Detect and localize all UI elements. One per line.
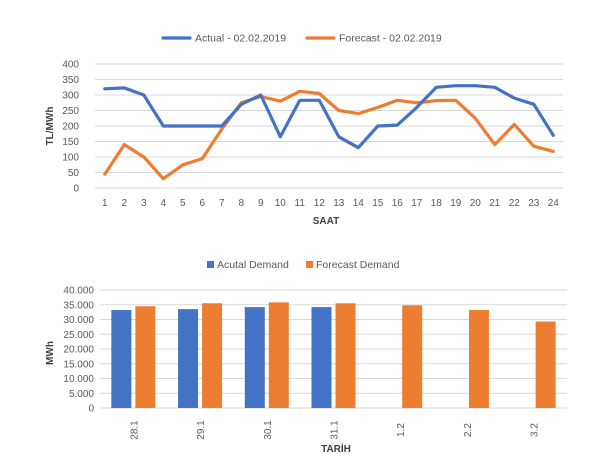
series-line-actual <box>103 84 555 150</box>
y-axis-title: TL/MWh <box>45 107 56 146</box>
x-tick-label: 1.2 <box>396 423 407 437</box>
x-tick-label: 8 <box>238 198 244 209</box>
x-tick-label: 15 <box>372 198 384 209</box>
x-tick-label: 2.2 <box>463 423 474 437</box>
x-tick-labels: 28.1 29.1 30.1 31.1 1.2 2.2 3.2 <box>129 420 540 440</box>
x-tick-label: 17 <box>411 198 423 209</box>
y-tick-labels: 0 5.000 10.000 15.000 20.000 25.000 30.000 35.0… <box>63 286 94 415</box>
x-tick-label: 14 <box>353 198 365 209</box>
x-tick-label: 20 <box>470 198 482 209</box>
y-tick-label: 400 <box>62 60 79 71</box>
bar-actual <box>111 310 132 408</box>
bar-actual <box>244 307 265 408</box>
x-tick-label: 18 <box>431 198 443 209</box>
y-tick-label: 350 <box>62 75 79 86</box>
bar-chart-svg: Acutal Demand Forecast Demand 0 5.000 10.00… <box>45 259 567 455</box>
x-tick-label: 1 <box>102 198 108 209</box>
legend-label: Acutal Demand <box>217 259 289 271</box>
y-tick-label: 15.000 <box>63 359 94 370</box>
bar-forecast <box>402 305 423 408</box>
x-tick-label: 7 <box>219 198 225 209</box>
bar-actual <box>178 309 199 408</box>
series-line-forecast <box>103 89 555 181</box>
bar-forecast <box>202 303 223 408</box>
line-chart-prices: Actual - 02.02.2019 Forecast - 02.02.2019… <box>45 33 563 227</box>
x-tick-label: 10 <box>275 198 287 209</box>
gridlines <box>100 289 567 409</box>
series-lines <box>103 84 555 181</box>
x-tick-label: 22 <box>509 198 521 209</box>
y-tick-label: 150 <box>62 137 79 148</box>
legend-swatch <box>306 261 313 268</box>
x-tick-label: 28.1 <box>129 420 140 440</box>
y-tick-label: 0 <box>88 404 94 415</box>
y-tick-label: 250 <box>62 106 79 117</box>
y-tick-label: 300 <box>62 91 79 102</box>
x-tick-label: 16 <box>392 198 404 209</box>
x-tick-label: 5 <box>180 198 186 209</box>
x-tick-label: 11 <box>295 198 306 209</box>
x-tick-labels: 1 2 3 4 5 6 7 8 9 10 11 12 13 14 15 16 17 18 19 20 21 22 23 24 <box>102 198 559 209</box>
y-tick-label: 20.000 <box>63 345 94 356</box>
y-tick-label: 30.000 <box>63 315 94 326</box>
y-tick-label: 25.000 <box>63 330 94 341</box>
x-axis-title: SAAT <box>313 216 339 227</box>
bar-forecast <box>535 321 556 408</box>
bar-forecast <box>335 303 356 408</box>
x-tick-label: 24 <box>548 198 560 209</box>
legend-swatch <box>207 261 214 268</box>
x-axis-title: TARİH <box>321 442 351 455</box>
legend-label: Actual - 02.02.2019 <box>195 33 286 45</box>
x-tick-label: 21 <box>489 198 501 209</box>
y-tick-label: 35.000 <box>63 300 94 311</box>
y-axis-title: MWh <box>45 341 56 365</box>
x-tick-label: 9 <box>258 198 264 209</box>
x-tick-label: 2 <box>121 198 127 209</box>
legend-label: Forecast - 02.02.2019 <box>339 33 442 45</box>
x-tick-label: 29.1 <box>196 420 207 440</box>
y-tick-labels: 0 50 100 150 200 250 300 350 400 <box>62 60 79 195</box>
bar-chart-demand: Acutal Demand Forecast Demand 0 5.000 10.00… <box>0 236 611 466</box>
y-tick-label: 100 <box>62 153 79 164</box>
bars <box>111 302 556 408</box>
legend: Acutal Demand Forecast Demand <box>207 259 400 271</box>
x-tick-label: 19 <box>450 198 462 209</box>
x-tick-label: 30.1 <box>263 420 274 440</box>
bar-forecast <box>135 306 156 408</box>
x-tick-label: 23 <box>528 198 540 209</box>
bar-forecast <box>468 310 489 408</box>
x-tick-label: 4 <box>160 198 166 209</box>
y-tick-label: 10.000 <box>63 374 94 385</box>
line-chart-svg: Actual - 02.02.2019 Forecast - 02.02.2019… <box>45 33 563 227</box>
bar-actual <box>311 307 332 408</box>
y-tick-label: 0 <box>73 184 79 195</box>
x-tick-label: 3.2 <box>530 423 541 437</box>
y-tick-label: 200 <box>62 122 79 133</box>
y-tick-label: 50 <box>68 168 80 179</box>
legend-label: Forecast Demand <box>316 259 400 271</box>
x-tick-label: 13 <box>333 198 345 209</box>
legend: Actual - 02.02.2019 Forecast - 02.02.2019 <box>161 33 442 45</box>
x-tick-label: 3 <box>141 198 147 209</box>
bar-forecast <box>268 302 289 408</box>
y-tick-label: 40.000 <box>63 286 94 297</box>
x-tick-label: 12 <box>314 198 326 209</box>
x-tick-label: 6 <box>199 198 205 209</box>
x-tick-label: 31.1 <box>330 420 341 440</box>
y-tick-label: 5.000 <box>69 389 94 400</box>
